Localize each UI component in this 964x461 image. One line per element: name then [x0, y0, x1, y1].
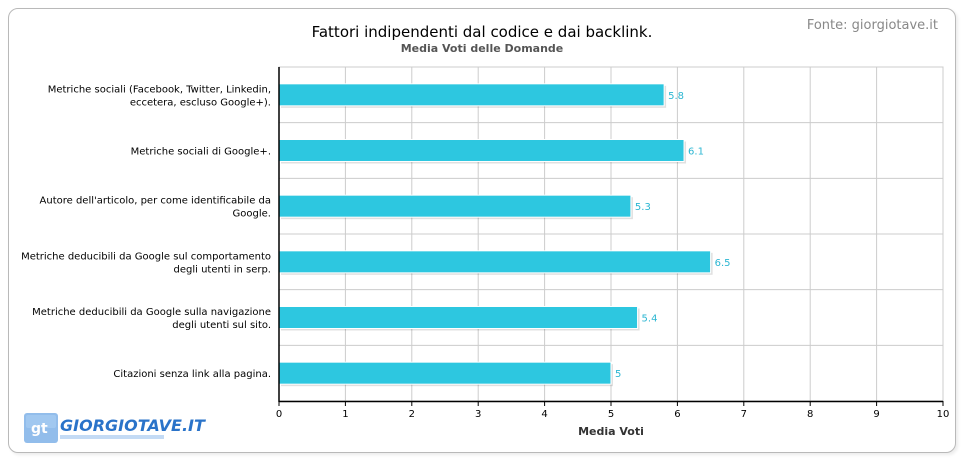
logo-text: GIORGIOTAVE.IT: [60, 416, 206, 435]
category-label: Autore dell'articolo, per come identific…: [40, 196, 271, 220]
grid-lines: [279, 67, 944, 401]
data-label: 5.8: [668, 91, 684, 102]
logo-badge-shine: [26, 415, 56, 428]
source-label: Fonte: giorgiotave.it: [807, 18, 938, 33]
category-labels: Metriche sociali (Facebook, Twitter, Lin…: [21, 84, 271, 380]
category-label: Metriche deducibili da Google sul compor…: [21, 251, 271, 275]
bars: [278, 83, 713, 387]
category-label-line: Metriche sociali di Google+.: [131, 147, 271, 158]
data-label: 5.4: [642, 314, 658, 325]
x-tick-label: 0: [276, 409, 282, 420]
x-tick-label: 3: [475, 409, 481, 420]
bar: [278, 306, 639, 329]
x-tick-label: 4: [541, 409, 547, 420]
chart-title: Fattori indipendenti dal codice e dai ba…: [312, 23, 653, 41]
x-tick-label: 6: [674, 409, 680, 420]
category-label-line: degli utenti sul sito.: [172, 320, 271, 331]
category-label-line: Metriche deducibili da Google sulla navi…: [32, 307, 271, 318]
category-label-line: Metriche deducibili da Google sul compor…: [21, 251, 271, 262]
value-labels: 5.8 6.1 5.3 6.5 5.4 5: [615, 91, 731, 380]
category-label: Metriche sociali (Facebook, Twitter, Lin…: [48, 84, 271, 108]
x-tick-label: 10: [937, 409, 950, 420]
category-label: Metriche sociali di Google+.: [131, 147, 271, 158]
category-label: Metriche deducibili da Google sulla navi…: [32, 307, 271, 331]
bar: [278, 139, 685, 162]
category-label-line: Citazioni senza link alla pagina.: [113, 369, 271, 380]
x-tick-label: 2: [409, 409, 415, 420]
bar: [278, 194, 632, 218]
x-tick-labels: 0 1 2 3 4 5 6 7 8 9 10: [276, 401, 950, 420]
logo-badge-text: gt: [31, 421, 48, 437]
data-label: 5: [615, 369, 621, 380]
site-logo: gt GIORGIOTAVE.IT: [24, 413, 206, 443]
data-label: 5.3: [635, 202, 651, 213]
category-label-line: Metriche sociali (Facebook, Twitter, Lin…: [48, 84, 271, 95]
category-label-line: Google.: [233, 209, 271, 220]
x-tick-label: 1: [342, 409, 348, 420]
x-tick-label: 8: [807, 409, 813, 420]
logo-tagline-bar: [60, 435, 164, 439]
category-label-line: eccetera, escluso Google+).: [130, 97, 271, 108]
x-tick-label: 7: [741, 409, 747, 420]
data-label: 6.5: [715, 258, 731, 269]
chart-subtitle: Media Voti delle Domande: [401, 42, 564, 55]
category-label-line: degli utenti in serp.: [173, 264, 271, 275]
data-label: 6.1: [688, 147, 704, 158]
category-label: Citazioni senza link alla pagina.: [113, 369, 271, 380]
x-tick-label: 5: [608, 409, 614, 420]
x-tick-label: 9: [873, 409, 879, 420]
bar: [278, 361, 612, 385]
x-axis-title: Media Voti: [578, 425, 644, 438]
bar: [278, 83, 665, 107]
bar: [278, 250, 712, 274]
category-label-line: Autore dell'articolo, per come identific…: [40, 196, 271, 207]
